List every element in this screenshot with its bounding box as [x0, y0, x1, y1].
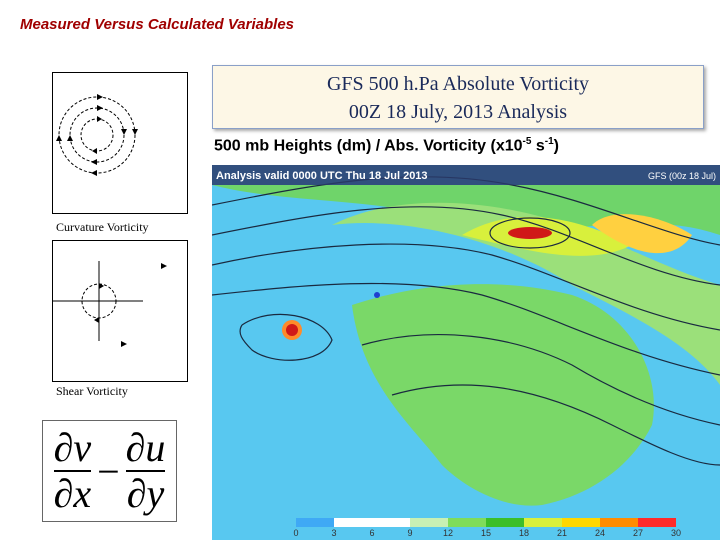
map-title-line: GFS 500 h.Pa Absolute Vorticity — [326, 73, 590, 95]
curvature-sketch — [56, 94, 138, 176]
operator: − — [97, 448, 120, 494]
colorbar-label: 24 — [595, 528, 605, 538]
colorbar-swatch — [410, 518, 448, 527]
colorbar-label: 15 — [481, 528, 491, 538]
numerator: ∂u — [125, 425, 166, 472]
numerator: ∂v — [53, 425, 92, 472]
colorbar-label: 6 — [369, 528, 374, 538]
curvature-diagram — [52, 72, 188, 214]
colorbar-label: 12 — [443, 528, 453, 538]
colorbar-label: 0 — [293, 528, 298, 538]
colorbar-swatch — [296, 518, 334, 527]
shear-sketch — [53, 261, 167, 347]
exponent: -5 — [522, 136, 532, 147]
colorbar-swatch — [600, 518, 638, 527]
shear-label: Shear Vorticity — [56, 384, 128, 398]
colorbar-swatch — [372, 518, 410, 527]
unit: s — [531, 137, 545, 155]
vort-band — [592, 214, 692, 254]
colorbar-swatch — [638, 518, 676, 527]
colorbar-swatch — [486, 518, 524, 527]
denominator: ∂y — [126, 471, 165, 516]
vort-max — [286, 324, 298, 336]
shear-diagram — [52, 240, 188, 382]
header-text: 500 mb Heights (dm) / Abs. Vorticity (x1… — [214, 137, 523, 155]
model-text: GFS (00z 18 Jul) — [648, 171, 716, 181]
colorbar-swatch — [524, 518, 562, 527]
colorbar: 0 3 6 9 12 15 18 21 24 27 30 — [293, 518, 681, 538]
colorbar-label: 18 — [519, 528, 529, 538]
vort-min — [374, 292, 380, 298]
colorbar-label: 9 — [407, 528, 412, 538]
vort-max — [508, 227, 552, 239]
map-header: 500 mb Heights (dm) / Abs. Vorticity (x1… — [214, 136, 559, 155]
valid-text: Analysis valid 0000 UTC Thu 18 Jul 2013 — [216, 170, 428, 182]
map-header-bar — [212, 165, 720, 185]
colorbar-label: 3 — [331, 528, 336, 538]
vorticity-equation: ∂v ∂x − ∂u ∂y — [42, 420, 177, 522]
map-title-box: GFS 500 h.Pa Absolute Vorticity 00Z 18 J… — [212, 65, 704, 129]
colorbar-label: 27 — [633, 528, 643, 538]
colorbar-swatch — [448, 518, 486, 527]
fraction: ∂v ∂x — [53, 425, 92, 516]
colorbar-swatch — [334, 518, 372, 527]
continent — [352, 284, 654, 506]
colorbar-swatch — [562, 518, 600, 527]
fraction: ∂u ∂y — [125, 425, 166, 516]
close: ) — [553, 137, 559, 155]
map-title-line: 00Z 18 July, 2013 Analysis — [348, 101, 568, 123]
colorbar-label: 30 — [671, 528, 681, 538]
denominator: ∂x — [53, 471, 92, 516]
vorticity-map: Analysis valid 0000 UTC Thu 18 Jul 2013 … — [212, 165, 720, 540]
slide-title: Measured Versus Calculated Variables — [20, 16, 295, 33]
exponent: -1 — [544, 136, 554, 147]
curvature-label: Curvature Vorticity — [56, 220, 149, 234]
colorbar-label: 21 — [557, 528, 567, 538]
